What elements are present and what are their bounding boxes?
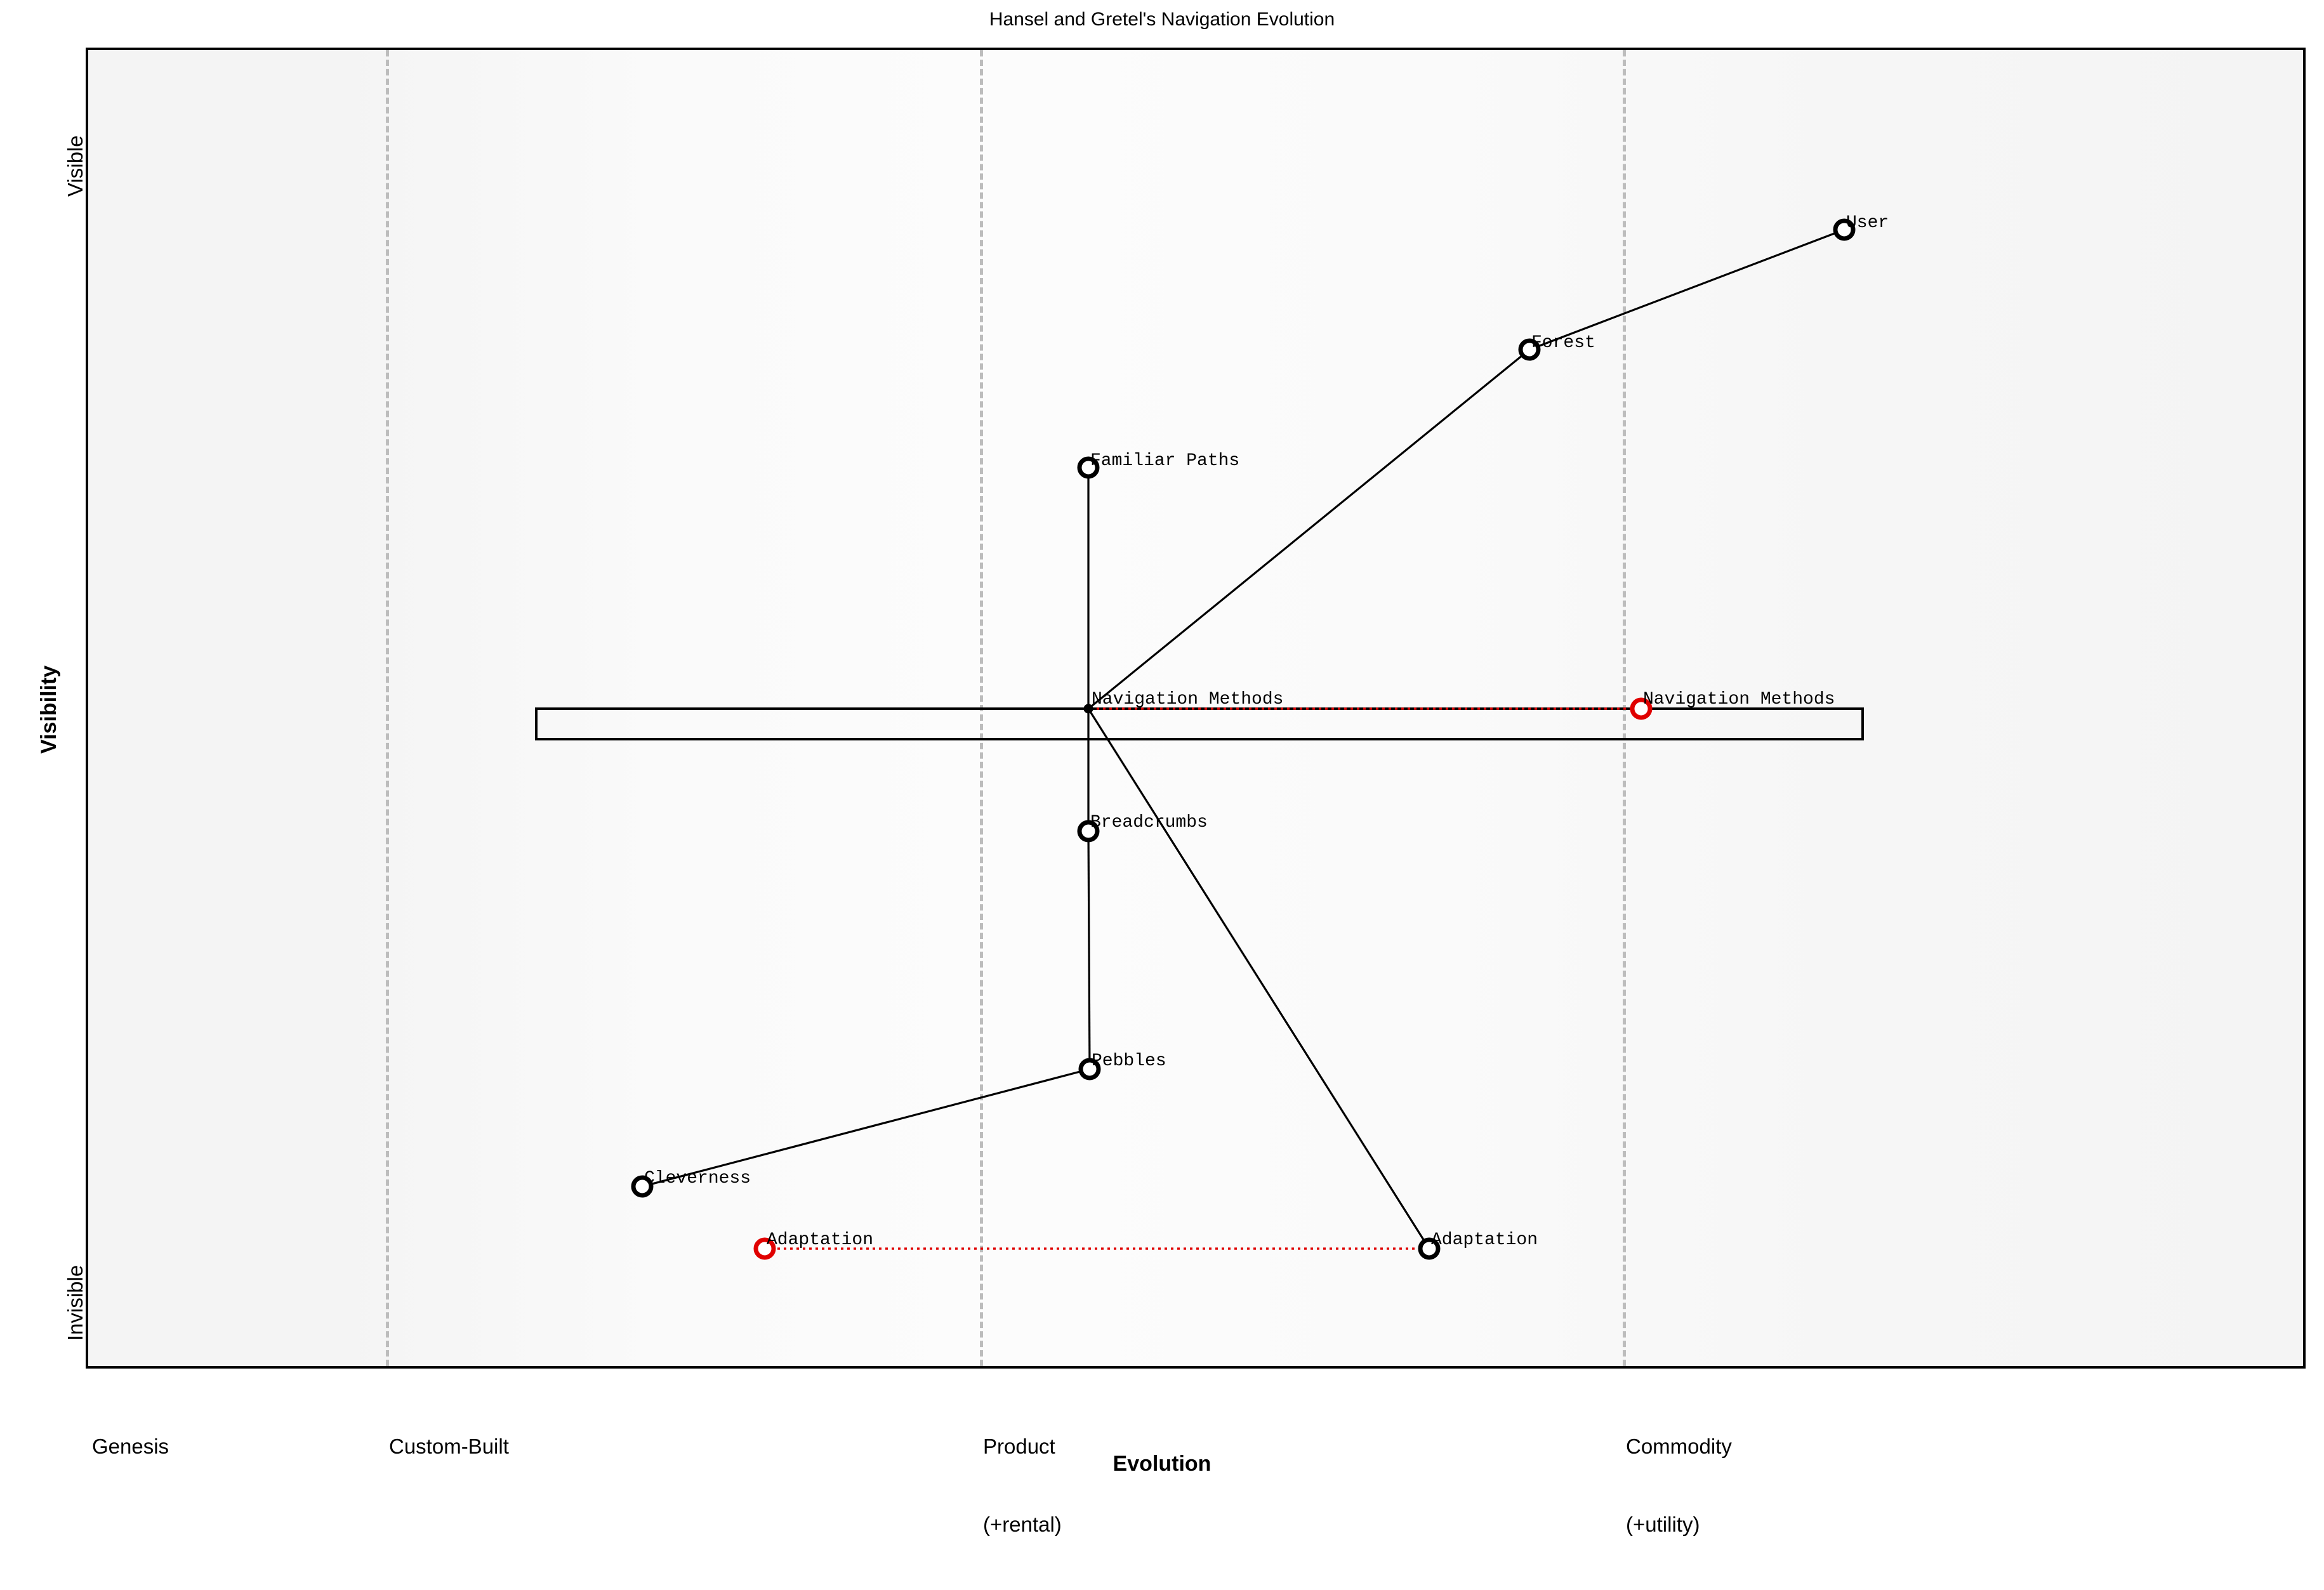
node-cleverness-marker[interactable] xyxy=(631,1175,654,1198)
page-title: Hansel and Gretel's Navigation Evolution xyxy=(989,9,1335,30)
y-tick-invisible: Invisible xyxy=(63,1265,87,1341)
node-pebbles-marker[interactable] xyxy=(1078,1058,1101,1081)
x-tick-product-line1: Product xyxy=(983,1434,1055,1458)
x-tick-commodity: Commodity (+utility) xyxy=(1626,1381,1732,1590)
gridline-product xyxy=(980,50,983,1366)
x-axis-title: Evolution xyxy=(1112,1452,1212,1476)
node-navigation-methods-marker[interactable] xyxy=(1083,704,1093,714)
node-breadcrumbs-marker[interactable] xyxy=(1077,820,1100,843)
wardley-map-canvas: Hansel and Gretel's Navigation Evolution… xyxy=(37,9,2306,1536)
gridline-custom-built xyxy=(386,50,389,1366)
x-tick-custom-built-line1: Custom-Built xyxy=(389,1434,509,1458)
x-tick-genesis-line1: Genesis xyxy=(92,1434,169,1458)
gridline-commodity xyxy=(1623,50,1626,1366)
node-user-marker[interactable] xyxy=(1833,218,1856,241)
x-tick-product: Product (+rental) xyxy=(983,1381,1062,1590)
y-tick-visible: Visible xyxy=(63,135,87,197)
x-tick-commodity-line2: (+utility) xyxy=(1626,1513,1700,1537)
node-adaptation-marker[interactable] xyxy=(1418,1237,1441,1260)
x-tick-commodity-line1: Commodity xyxy=(1626,1434,1732,1458)
x-tick-genesis: Genesis xyxy=(92,1381,169,1511)
plot-area xyxy=(86,48,2306,1369)
node-adaptation-evolved-marker[interactable] xyxy=(753,1237,776,1260)
y-axis-title: Visibility xyxy=(37,665,61,754)
x-tick-product-line2: (+rental) xyxy=(983,1513,1062,1537)
node-forest-marker[interactable] xyxy=(1518,338,1541,361)
x-tick-custom-built: Custom-Built xyxy=(389,1381,509,1511)
node-familiar-paths-marker[interactable] xyxy=(1077,456,1100,479)
node-navigation-methods-evolved-marker[interactable] xyxy=(1630,697,1653,720)
